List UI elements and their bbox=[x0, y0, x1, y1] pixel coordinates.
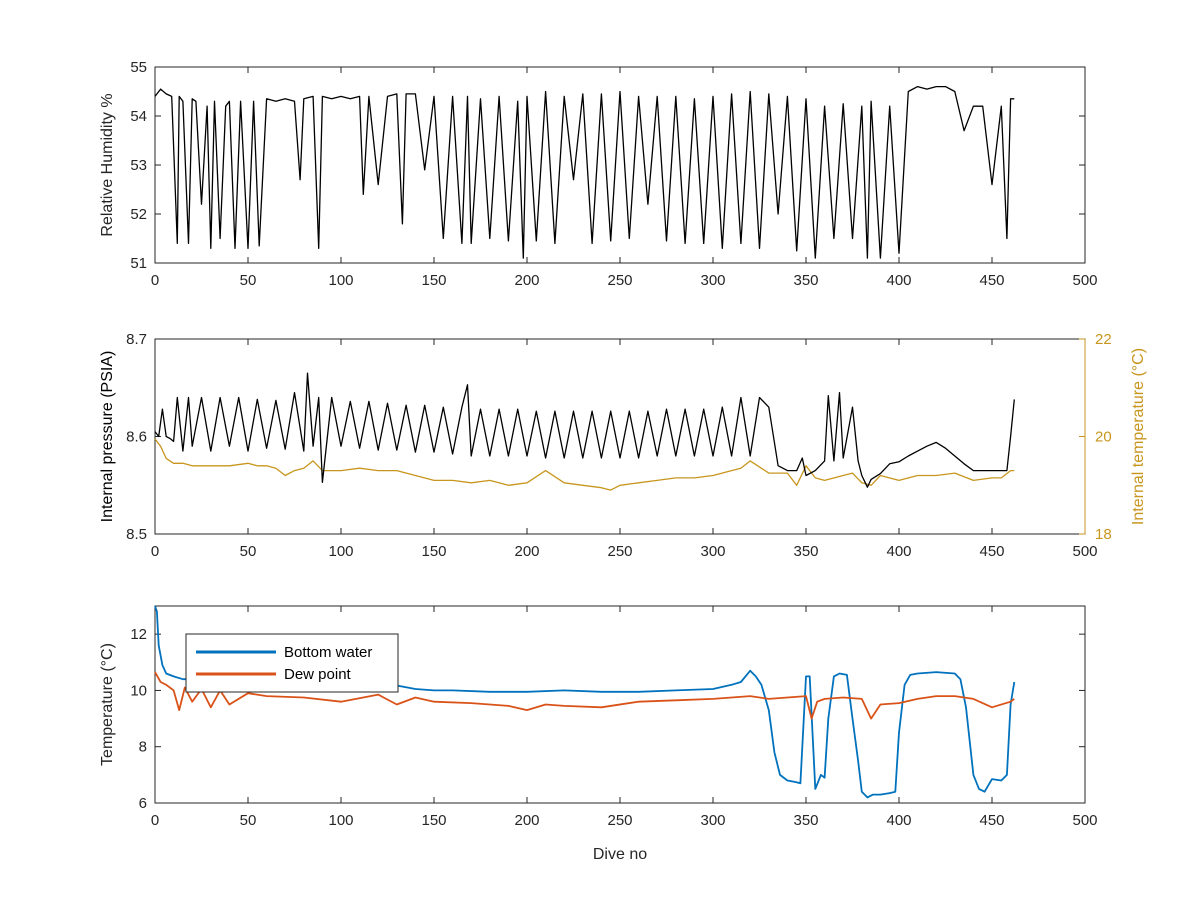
x-axis-label: Dive no bbox=[593, 846, 647, 863]
legend-entry: Bottom water bbox=[284, 644, 372, 661]
y-right-tick-label: 18 bbox=[1095, 526, 1112, 543]
y-tick-label: 8.5 bbox=[126, 526, 147, 543]
x-tick-label: 500 bbox=[1072, 543, 1097, 560]
x-tick-label: 400 bbox=[886, 812, 911, 829]
x-tick-label: 0 bbox=[151, 272, 159, 289]
x-tick-label: 0 bbox=[151, 812, 159, 829]
y-tick-label: 54 bbox=[130, 108, 147, 125]
y-tick-label: 6 bbox=[139, 795, 147, 812]
x-tick-label: 250 bbox=[607, 543, 632, 560]
y-axis-label: Internal pressure (PSIA) bbox=[99, 351, 116, 523]
x-tick-label: 350 bbox=[793, 812, 818, 829]
x-tick-label: 300 bbox=[700, 272, 725, 289]
y-tick-label: 12 bbox=[130, 626, 147, 643]
y-tick-label: 52 bbox=[130, 206, 147, 223]
series-line bbox=[154, 85, 1015, 259]
x-tick-label: 100 bbox=[328, 272, 353, 289]
x-tick-label: 250 bbox=[607, 812, 632, 829]
x-tick-label: 450 bbox=[979, 272, 1004, 289]
y-axis-label: Temperature (°C) bbox=[99, 643, 116, 766]
x-tick-label: 200 bbox=[514, 812, 539, 829]
legend-box bbox=[185, 633, 399, 693]
y-tick-label: 8.7 bbox=[126, 331, 147, 348]
x-tick-label: 250 bbox=[607, 272, 632, 289]
x-tick-label: 50 bbox=[240, 543, 257, 560]
x-tick-label: 50 bbox=[240, 272, 257, 289]
panel-3 bbox=[154, 605, 1086, 804]
x-tick-label: 300 bbox=[700, 812, 725, 829]
x-tick-label: 500 bbox=[1072, 272, 1097, 289]
panel-2 bbox=[154, 338, 1086, 535]
x-tick-label: 350 bbox=[793, 272, 818, 289]
y-right-tick-label: 20 bbox=[1095, 429, 1112, 446]
y-right-axis-label: Internal temperature (°C) bbox=[1130, 348, 1147, 525]
x-tick-label: 300 bbox=[700, 543, 725, 560]
x-tick-label: 100 bbox=[328, 543, 353, 560]
x-tick-label: 150 bbox=[421, 543, 446, 560]
y-tick-label: 53 bbox=[130, 157, 147, 174]
x-tick-label: 450 bbox=[979, 812, 1004, 829]
x-tick-label: 200 bbox=[514, 272, 539, 289]
x-tick-label: 200 bbox=[514, 543, 539, 560]
x-tick-label: 350 bbox=[793, 543, 818, 560]
series-dew-point bbox=[154, 671, 1015, 720]
legend-entry: Dew point bbox=[284, 666, 352, 683]
y-tick-label: 10 bbox=[130, 682, 147, 699]
panel-1 bbox=[154, 66, 1086, 264]
x-tick-label: 450 bbox=[979, 543, 1004, 560]
y-tick-label: 51 bbox=[130, 255, 147, 272]
x-tick-label: 50 bbox=[240, 812, 257, 829]
x-tick-label: 150 bbox=[421, 272, 446, 289]
x-tick-label: 400 bbox=[886, 543, 911, 560]
x-tick-label: 100 bbox=[328, 812, 353, 829]
x-tick-label: 500 bbox=[1072, 812, 1097, 829]
y-right-tick-label: 22 bbox=[1095, 331, 1112, 348]
y-tick-label: 55 bbox=[130, 59, 147, 76]
y-tick-label: 8 bbox=[139, 739, 147, 756]
x-tick-label: 400 bbox=[886, 272, 911, 289]
series-line bbox=[154, 372, 1015, 488]
y-tick-label: 8.6 bbox=[126, 429, 147, 446]
axes-box bbox=[154, 338, 1086, 535]
x-tick-label: 0 bbox=[151, 543, 159, 560]
y-axis-label: Relative Humidity % bbox=[99, 93, 116, 236]
x-tick-label: 150 bbox=[421, 812, 446, 829]
